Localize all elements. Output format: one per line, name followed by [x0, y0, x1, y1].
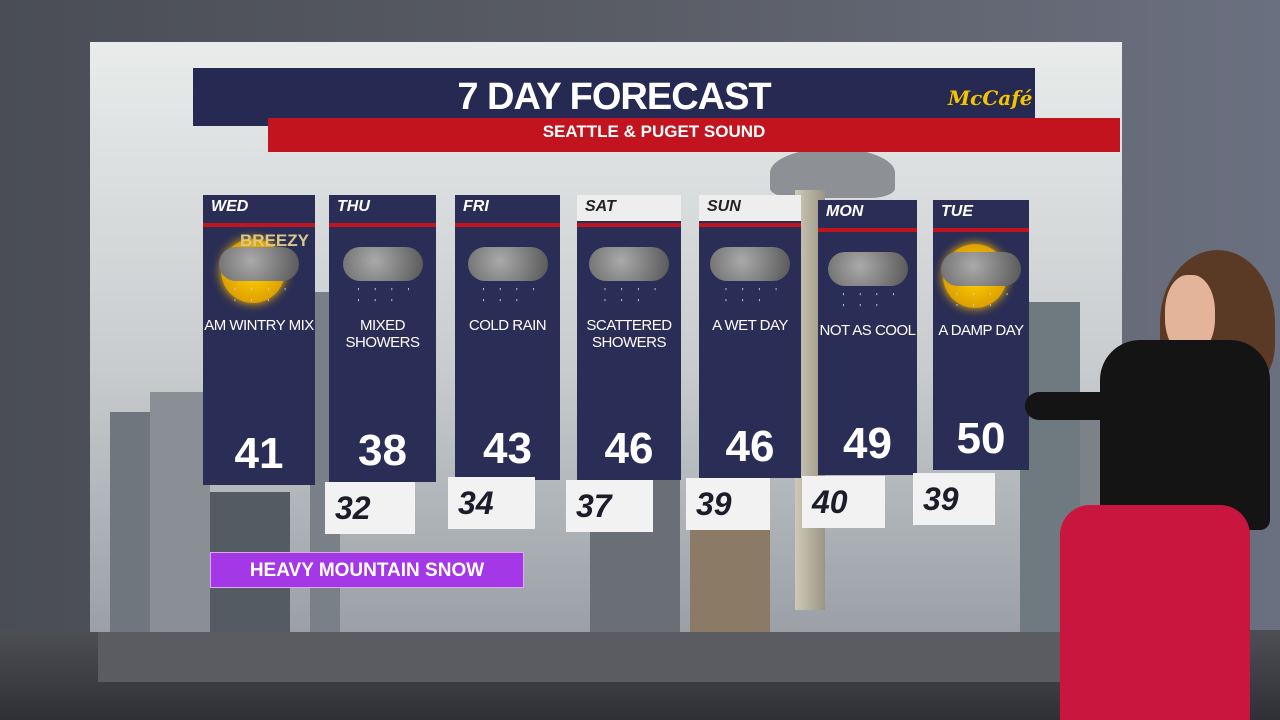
meteorologist	[1100, 340, 1270, 530]
day-name: TUE	[933, 200, 1029, 226]
low-temp: 39	[913, 473, 995, 525]
day-name: SUN	[699, 195, 801, 221]
high-temp: 43	[483, 424, 532, 473]
day-card-wed: WED ' ' ' ' ' ' ' BREEZY AM WINTRY MIX 41	[203, 195, 315, 485]
high-temp: 41	[234, 429, 284, 478]
day-name: SAT	[577, 195, 681, 221]
day-condition: AM WINTRY MIX	[204, 317, 314, 334]
low-temp: 40	[802, 476, 885, 528]
day-card-tue: TUE ' ' ' ' ' ' ' A DAMP DAY 50	[933, 200, 1029, 470]
day-condition: NOT AS COOL	[819, 322, 916, 339]
weather-alert-banner: HEAVY MOUNTAIN SNOW	[210, 552, 524, 588]
day-name: MON	[818, 200, 917, 226]
low-temp: 37	[566, 480, 653, 532]
day-card-mon: MON ' ' ' ' ' ' ' NOT AS COOL 49	[818, 200, 917, 475]
high-temp: 50	[956, 414, 1006, 463]
day-card-sun: SUN ' ' ' ' ' ' ' A WET DAY 46	[699, 195, 801, 478]
day-condition: A WET DAY	[712, 317, 788, 334]
day-condition: SCATTERED SHOWERS	[586, 317, 672, 351]
sun-cloud-mix-icon: ' ' ' ' ' ' ' BREEZY	[203, 227, 315, 317]
low-temp: 34	[448, 477, 535, 529]
cloud-rain-icon: ' ' ' ' ' ' '	[455, 227, 560, 317]
high-temp: 46	[604, 424, 654, 473]
low-temp: 32	[325, 482, 415, 534]
day-name: FRI	[455, 195, 560, 221]
high-temp: 49	[843, 419, 892, 468]
cloud-rain-icon: ' ' ' ' ' ' '	[699, 227, 801, 317]
meteorologist-skirt	[1060, 505, 1250, 720]
forecast-title: 7 DAY FORECAST	[193, 68, 1035, 126]
day-name: WED	[203, 195, 315, 221]
high-temp: 38	[358, 426, 407, 475]
studio-ledge	[98, 632, 1098, 682]
meteorologist-arm	[1025, 392, 1125, 420]
space-needle	[770, 148, 895, 198]
cloud-rain-icon: ' ' ' ' ' ' '	[577, 227, 681, 317]
cloud-rain-snow-icon: ' ' ' ' ' ' '	[329, 227, 436, 317]
high-temp: 46	[725, 422, 775, 471]
cloud-rain-icon: ' ' ' ' ' ' '	[818, 232, 917, 322]
day-name: THU	[329, 195, 436, 221]
breezy-badge: BREEZY	[240, 231, 309, 250]
day-condition: A DAMP DAY	[938, 322, 1024, 339]
sponsor-logo: McCafé	[948, 86, 1033, 110]
day-card-sat: SAT ' ' ' ' ' ' ' SCATTERED SHOWERS 46	[577, 195, 681, 480]
sun-cloud-rain-icon: ' ' ' ' ' ' '	[933, 232, 1029, 322]
day-condition: COLD RAIN	[468, 317, 547, 334]
low-temp: 39	[686, 478, 770, 530]
forecast-subtitle: SEATTLE & PUGET SOUND	[268, 118, 1120, 152]
day-card-fri: FRI ' ' ' ' ' ' ' COLD RAIN 43	[455, 195, 560, 480]
day-condition: MIXED SHOWERS	[345, 317, 420, 351]
day-card-thu: THU ' ' ' ' ' ' ' MIXED SHOWERS 38	[329, 195, 436, 482]
